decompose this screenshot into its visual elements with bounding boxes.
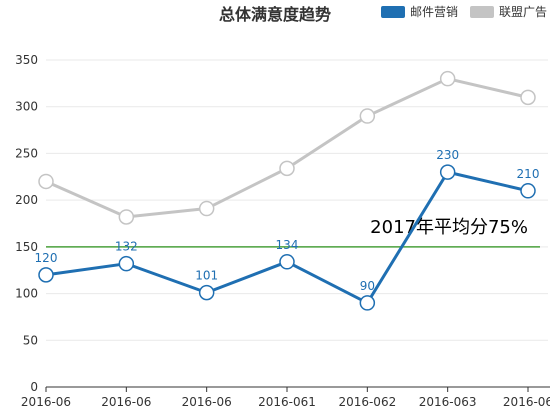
legend-label: 联盟广告 — [499, 5, 547, 19]
x-tick-label: 2016-062 — [338, 395, 396, 409]
data-label: 132 — [115, 240, 138, 254]
data-point — [118, 255, 135, 272]
x-tick-label: 2016-06 — [101, 395, 151, 409]
data-point — [520, 89, 536, 106]
data-point — [38, 267, 54, 283]
y-tick-label: 350 — [15, 53, 38, 67]
legend: 邮件营销 联盟广告 — [381, 5, 547, 19]
data-label: 90 — [360, 279, 375, 293]
data-point — [198, 200, 215, 217]
x-tick-label: 2016-06 — [503, 395, 550, 409]
y-tick-label: 50 — [23, 333, 38, 347]
data-label: 120 — [35, 251, 58, 265]
legend-swatch — [381, 6, 405, 18]
mark-line-label: 2017年平均分75% — [370, 217, 528, 238]
data-point — [279, 254, 295, 270]
data-point — [198, 284, 215, 301]
legend-label: 邮件营销 — [410, 5, 458, 19]
y-tick-label: 300 — [15, 100, 38, 114]
y-tick-label: 200 — [15, 193, 38, 207]
x-tick-label: 2016-061 — [258, 395, 316, 409]
data-point — [520, 183, 536, 199]
axes: 0 50 100 150 200 250 300 350 2016-06 2016-06 2016-… — [15, 53, 550, 409]
data-label: 230 — [436, 148, 459, 162]
data-point — [439, 70, 456, 87]
legend-swatch — [470, 6, 494, 18]
data-point — [359, 108, 376, 124]
data-label: 210 — [517, 167, 540, 181]
data-point — [38, 173, 54, 190]
data-point — [279, 160, 295, 177]
y-tick-label: 100 — [15, 287, 38, 301]
data-point — [439, 164, 456, 180]
data-point — [118, 209, 135, 225]
x-tick-label: 2016-06 — [21, 395, 71, 409]
series-layer — [38, 70, 536, 311]
data-point — [359, 295, 376, 311]
x-tick-label: 2016-06 — [182, 395, 232, 409]
x-tick-label: 2016-063 — [419, 395, 477, 409]
y-tick-label: 0 — [30, 380, 38, 394]
data-label: 101 — [195, 269, 218, 283]
y-tick-label: 250 — [15, 146, 38, 160]
grid-lines — [46, 59, 548, 341]
chart-title: 总体满意度趋势 — [219, 5, 331, 24]
data-labels: 120 132 101 134 90 230 210 — [35, 148, 540, 293]
y-tick-label: 150 — [15, 240, 38, 254]
data-label: 134 — [276, 238, 299, 252]
